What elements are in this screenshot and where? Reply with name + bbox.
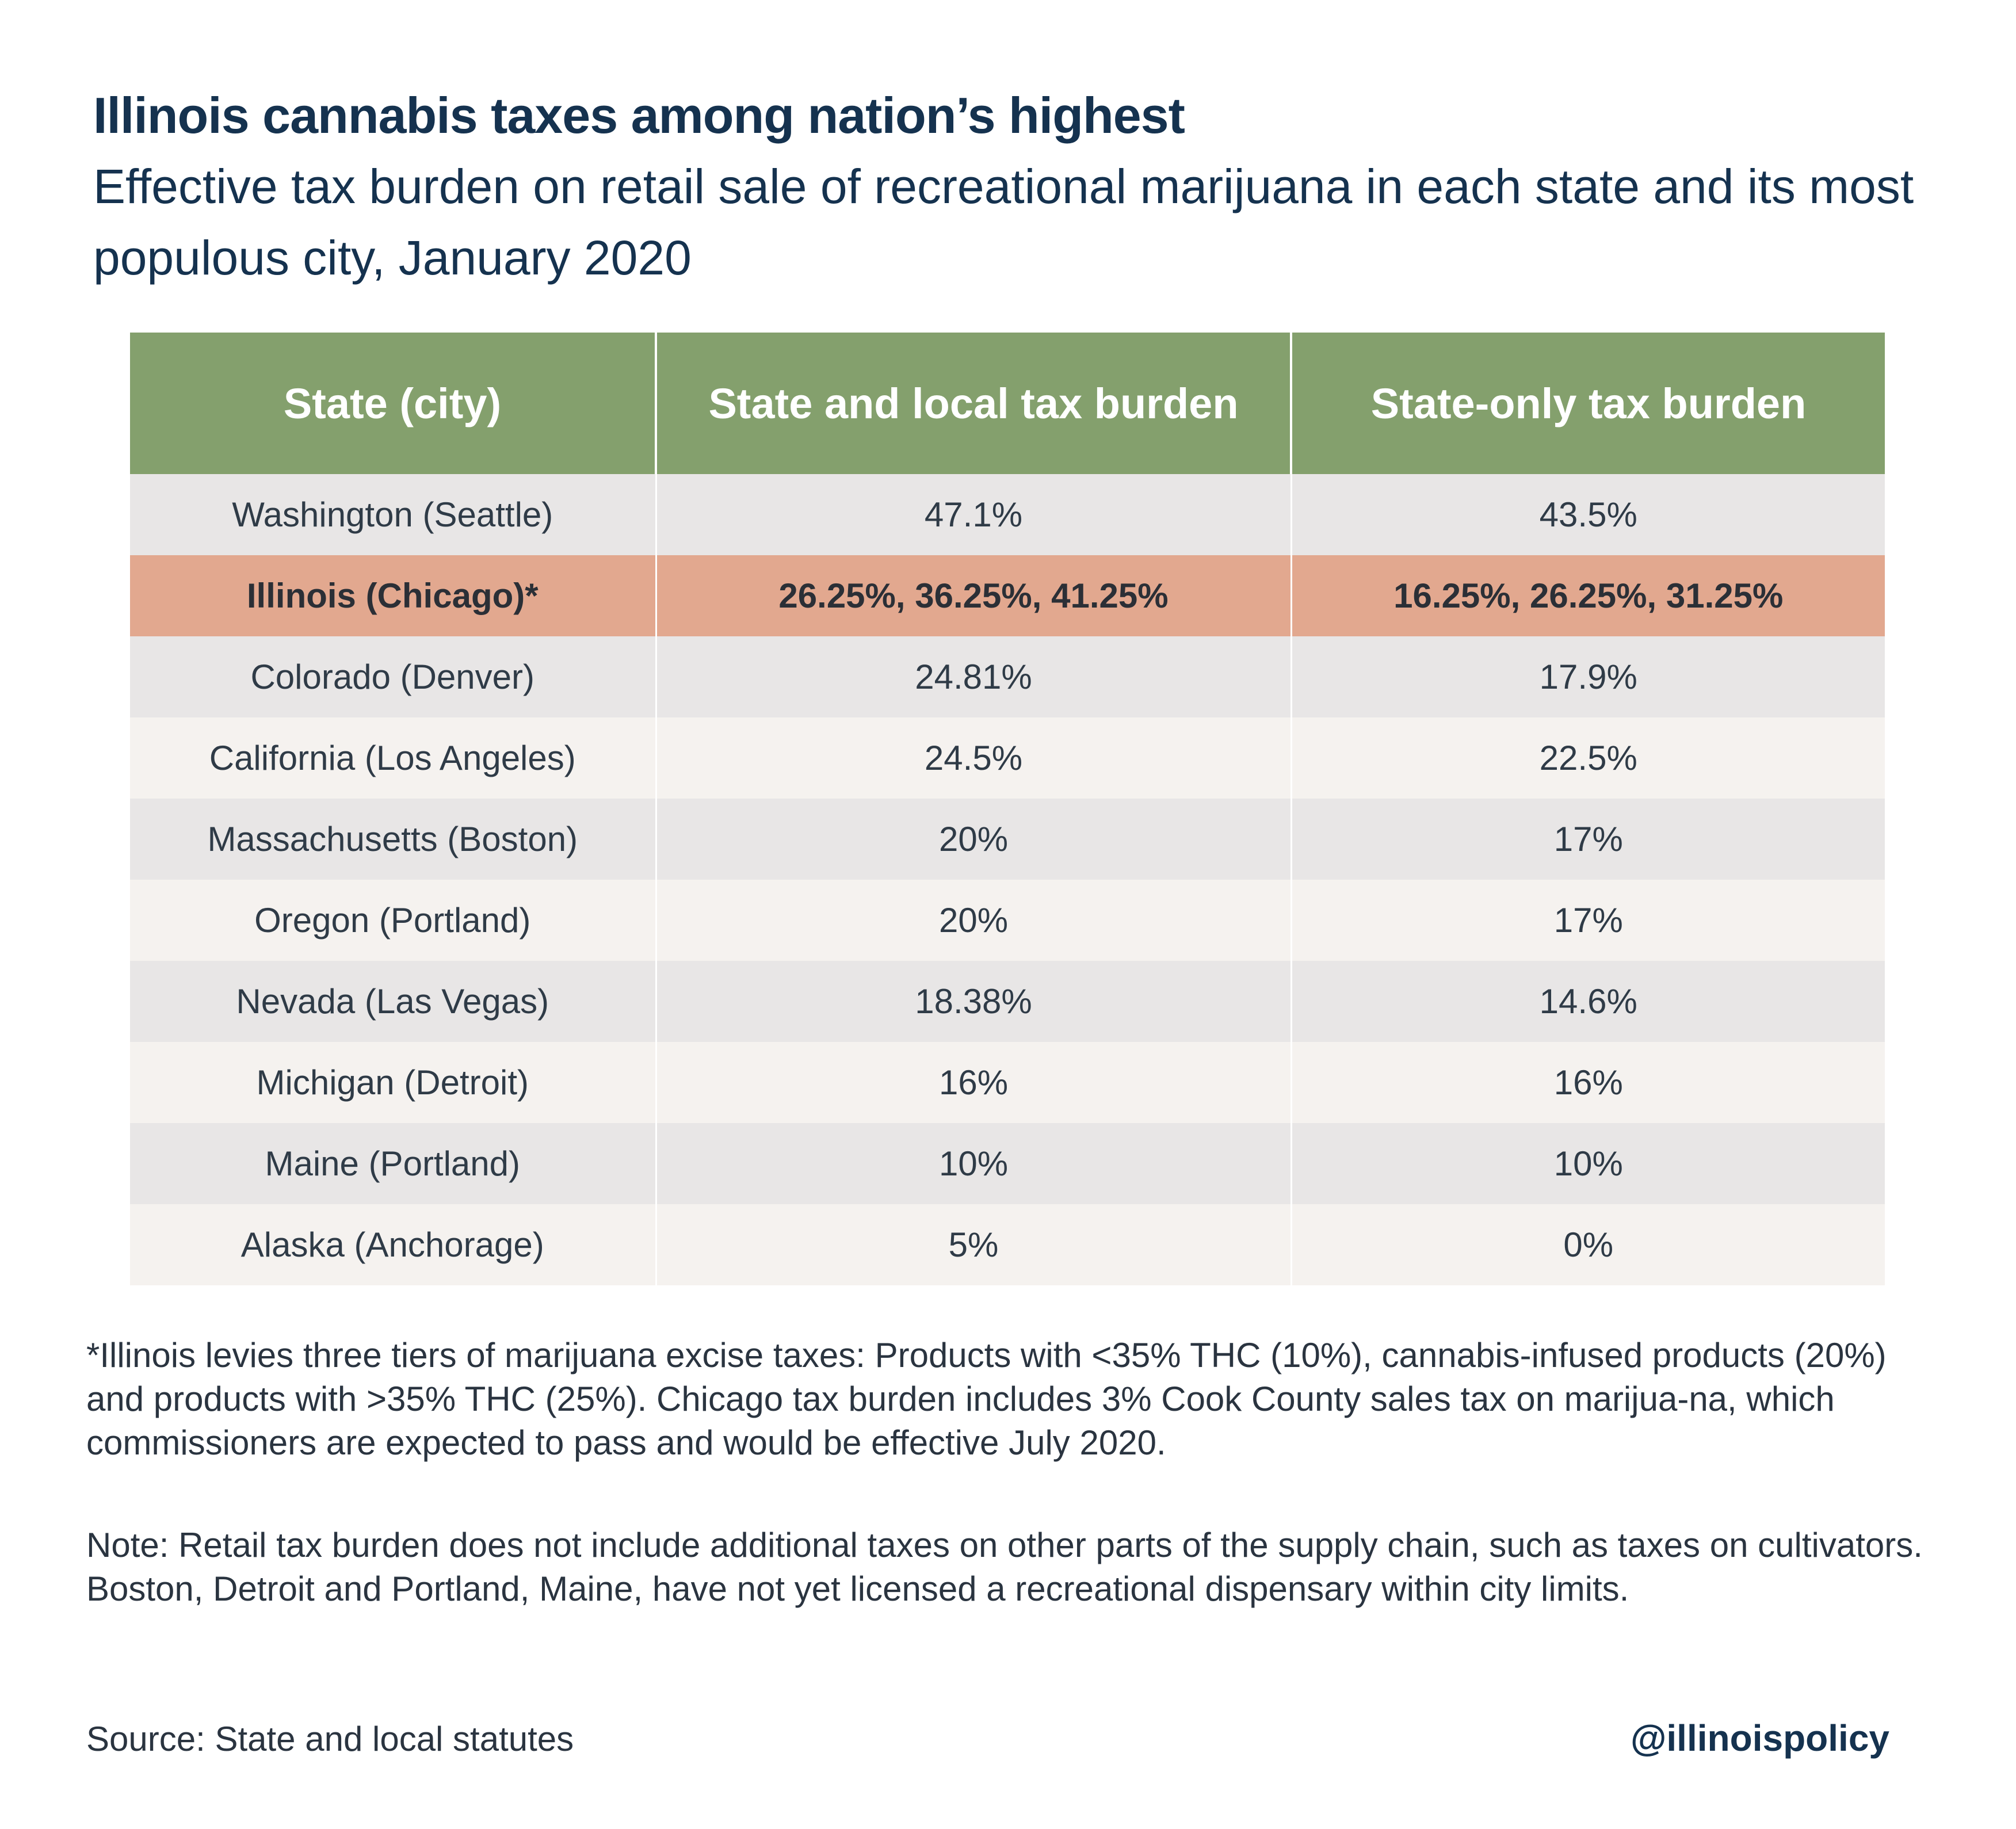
- table-row: Oregon (Portland) 20% 17%: [130, 880, 1885, 961]
- cell-state-local-burden: 20%: [655, 880, 1291, 961]
- cell-state-local-burden: 5%: [655, 1204, 1291, 1285]
- cell-state-local-burden: 24.5%: [655, 717, 1291, 799]
- cell-state-city: California (Los Angeles): [130, 717, 656, 799]
- illinois-footnote: *Illinois levies three tiers of marijuan…: [86, 1336, 1887, 1462]
- cell-state-only-burden: 16.25%, 26.25%, 31.25%: [1290, 555, 1885, 636]
- chart-title: Illinois cannabis taxes among nation’s h…: [93, 87, 1185, 144]
- cell-state-only-burden: 17%: [1290, 799, 1885, 880]
- table-body: Washington (Seattle) 47.1% 43.5% Illinois (…: [130, 474, 1885, 1285]
- tax-burden-table: State (city) State and local tax burden …: [130, 333, 1885, 1285]
- cell-state-city: Washington (Seattle): [130, 474, 656, 555]
- cell-state-local-burden: 18.38%: [655, 961, 1291, 1042]
- table-row: Illinois (Chicago)* 26.25%, 36.25%, 41.25…: [130, 555, 1885, 636]
- table-row: Michigan (Detroit) 16% 16%: [130, 1042, 1885, 1123]
- cell-state-local-burden: 47.1%: [655, 474, 1291, 555]
- cell-state-local-burden: 24.81%: [655, 636, 1291, 717]
- cell-state-only-burden: 16%: [1290, 1042, 1885, 1123]
- cell-state-local-burden: 10%: [655, 1123, 1291, 1204]
- table-header-row: State (city) State and local tax burden …: [130, 333, 1885, 474]
- cell-state-only-burden: 14.6%: [1290, 961, 1885, 1042]
- cell-state-only-burden: 10%: [1290, 1123, 1885, 1204]
- table-row: Washington (Seattle) 47.1% 43.5%: [130, 474, 1885, 555]
- cell-state-local-burden: 16%: [655, 1042, 1291, 1123]
- table-row: Maine (Portland) 10% 10%: [130, 1123, 1885, 1204]
- column-header-state-only-burden: State-only tax burden: [1290, 333, 1885, 474]
- cell-state-city: Colorado (Denver): [130, 636, 656, 717]
- cell-state-local-burden: 20%: [655, 799, 1291, 880]
- tax-table-container: State (city) State and local tax burden …: [130, 333, 1885, 1285]
- cell-state-city: Maine (Portland): [130, 1123, 656, 1204]
- cell-state-only-burden: 17%: [1290, 880, 1885, 961]
- table-row: Massachusetts (Boston) 20% 17%: [130, 799, 1885, 880]
- table-row: Alaska (Anchorage) 5% 0%: [130, 1204, 1885, 1285]
- cell-state-city: Nevada (Las Vegas): [130, 961, 656, 1042]
- cell-state-city: Michigan (Detroit): [130, 1042, 656, 1123]
- cell-state-city: Alaska (Anchorage): [130, 1204, 656, 1285]
- cell-state-city: Oregon (Portland): [130, 880, 656, 961]
- table-row: California (Los Angeles) 24.5% 22.5%: [130, 717, 1885, 799]
- column-header-state-city: State (city): [130, 333, 656, 474]
- table-row: Nevada (Las Vegas) 18.38% 14.6%: [130, 961, 1885, 1042]
- cell-state-local-burden: 26.25%, 36.25%, 41.25%: [655, 555, 1291, 636]
- retail-note: Note: Retail tax burden does not include…: [86, 1526, 1923, 1608]
- cell-state-city: Illinois (Chicago)*: [130, 555, 656, 636]
- cell-state-only-burden: 22.5%: [1290, 717, 1885, 799]
- table-row: Colorado (Denver) 24.81% 17.9%: [130, 636, 1885, 717]
- source-credit: Source: State and local statutes: [86, 1720, 574, 1758]
- chart-subtitle: Effective tax burden on retail sale of r…: [93, 159, 1914, 285]
- cell-state-only-burden: 17.9%: [1290, 636, 1885, 717]
- column-header-state-local-burden: State and local tax burden: [655, 333, 1291, 474]
- cell-state-only-burden: 43.5%: [1290, 474, 1885, 555]
- cell-state-only-burden: 0%: [1290, 1204, 1885, 1285]
- social-handle: @illinoispolicy: [1630, 1717, 1889, 1759]
- cell-state-city: Massachusetts (Boston): [130, 799, 656, 880]
